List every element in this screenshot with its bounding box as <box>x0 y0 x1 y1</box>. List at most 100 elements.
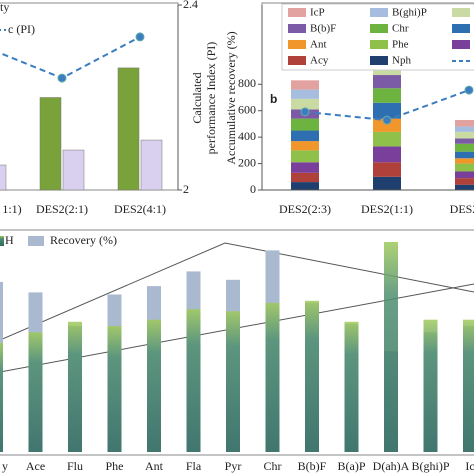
pi-point <box>57 73 67 83</box>
bar <box>147 319 161 452</box>
legend-swatch <box>370 40 388 49</box>
bar-segment <box>291 141 319 151</box>
x-tick-label: DES2(4:1) <box>114 202 166 216</box>
bar-segment <box>373 176 401 190</box>
pi-point <box>300 107 310 117</box>
legend-swatch <box>452 8 470 17</box>
x-tick-label: Pyr <box>225 459 242 473</box>
legend-label: c (PI) <box>8 22 35 36</box>
x-tick-label: D(ah)A <box>373 459 410 473</box>
legend-swatch <box>370 24 388 33</box>
x-tick-label: B(a)P <box>338 459 366 473</box>
bar-segment <box>455 178 474 185</box>
x-tick-label: Fla <box>186 459 202 473</box>
bar-segment <box>291 80 319 90</box>
y-tick-label: 800 <box>238 76 256 90</box>
legend-swatch <box>288 24 306 33</box>
x-tick-label: Phe <box>106 459 124 473</box>
bar-segment <box>455 138 474 144</box>
y-tick-label: 200 <box>238 155 256 169</box>
y-tick-label: 0 <box>250 182 256 196</box>
bar-segment <box>455 119 474 127</box>
panel-a: 1:1) DES2(2:1) DES2(4:1) 2 2.4 Calculated perf… <box>0 0 218 216</box>
y-tick-label: 600 <box>238 102 256 116</box>
legend-label: Acy <box>310 55 329 67</box>
pi-point <box>382 115 392 125</box>
bar-segment <box>373 131 401 147</box>
bar-segment <box>455 143 474 152</box>
legend-swatch <box>0 236 4 246</box>
legend-label: H <box>5 233 14 247</box>
bar-segment <box>373 88 401 103</box>
bar-segment <box>373 75 401 89</box>
bar-segment <box>373 102 401 119</box>
legend-swatch <box>452 40 470 49</box>
x-tick-label: B(b)F <box>298 459 327 473</box>
pi-point <box>135 32 145 42</box>
plot-frame <box>0 229 474 456</box>
bar-segment <box>455 131 474 139</box>
bar-segment <box>291 172 319 183</box>
bar <box>68 321 82 452</box>
legend-swatch <box>370 8 388 17</box>
x-tick-label: DES2(2 <box>450 202 474 216</box>
bar <box>107 326 122 452</box>
bar <box>384 242 398 452</box>
bar <box>305 300 319 452</box>
y2-axis-label: Calculated <box>190 72 204 123</box>
x-tick-label: Ant <box>145 459 164 473</box>
legend-label: Nph <box>392 55 411 67</box>
bar-segment <box>455 158 474 164</box>
bar-segment <box>291 89 319 99</box>
bar-segment <box>291 130 319 142</box>
bar <box>226 311 240 452</box>
legend-label: ty <box>0 0 9 14</box>
x-tick-label: y <box>2 459 8 473</box>
bar <box>186 309 201 452</box>
panel-c: y Ace Flu Phe Ant Fla Pyr Chr B(b)F B(a)P D(ah)A B(… <box>0 229 474 473</box>
bar-segment <box>291 98 319 110</box>
bar-segment <box>455 171 474 179</box>
bar-segment <box>455 163 474 172</box>
y-tick-label: 400 <box>238 129 256 143</box>
x-tick-label: DES2(2:3) <box>279 202 331 216</box>
bar-segment <box>373 162 401 177</box>
x-tick-label: B(ghi)P <box>411 459 449 473</box>
legend-label: Chr <box>392 23 409 35</box>
bar-segment <box>291 162 319 173</box>
legend-swatch <box>370 56 388 65</box>
legend-label: B(ghi)P <box>392 7 427 19</box>
y2-tick-label: 2.4 <box>183 0 198 11</box>
y2-tick-label: 2 <box>183 182 189 196</box>
bar <box>39 97 62 191</box>
x-tick-label: DES2(2:1) <box>36 202 88 216</box>
bar <box>0 342 3 452</box>
legend-swatch <box>452 24 470 33</box>
x-tick-label: Ic <box>465 459 474 473</box>
bar <box>265 302 280 452</box>
bar <box>28 332 43 452</box>
bar-segment <box>291 182 319 190</box>
x-tick-label: 1:1) <box>2 202 21 216</box>
legend-label: IcP <box>310 7 325 19</box>
bar <box>140 139 163 191</box>
x-tick-label: DES2(1:1) <box>361 202 413 216</box>
bar <box>344 321 359 452</box>
bar-segment <box>455 151 474 159</box>
legend-label: Phe <box>392 39 409 51</box>
legend-swatch <box>288 8 306 17</box>
bar <box>0 164 7 191</box>
legend-swatch <box>28 236 44 246</box>
legend-label: Recovery (%) <box>50 233 117 247</box>
legend-label: B(b)F <box>310 23 336 35</box>
x-tick-label: Flu <box>67 459 83 473</box>
legend-swatch <box>288 56 306 65</box>
panel-label: b <box>270 92 277 106</box>
y2-axis-label: performance Index (PI) <box>204 42 218 155</box>
bar <box>62 149 85 191</box>
legend-swatch <box>288 40 306 49</box>
x-tick-label: Chr <box>264 459 282 473</box>
